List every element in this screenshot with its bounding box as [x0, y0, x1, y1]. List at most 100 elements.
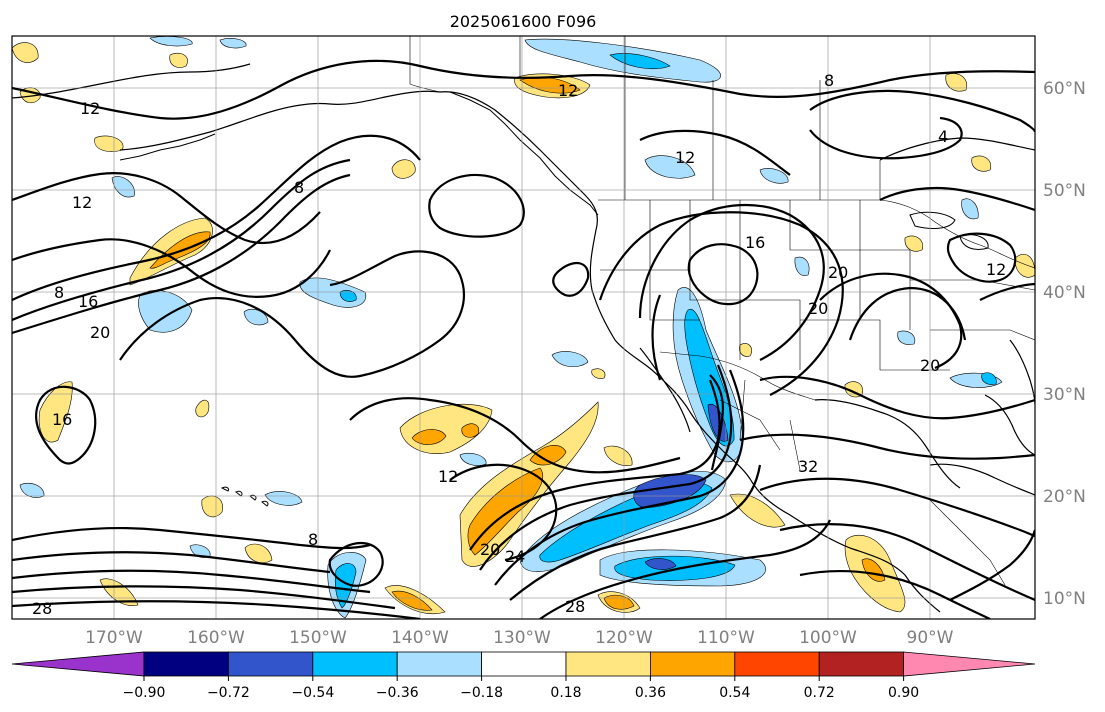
anomaly-patch-negative — [897, 330, 916, 345]
colorbar-label: 0.90 — [888, 685, 919, 701]
anomaly-patch-positive — [99, 578, 139, 606]
contour-line — [12, 172, 321, 245]
anomaly-patch-negative-36 — [684, 308, 735, 447]
anomaly-patch-negative-54 — [644, 558, 677, 570]
lon-label: 130°W — [493, 628, 551, 648]
lon-label: 150°W — [289, 628, 347, 648]
contour-line — [709, 374, 724, 471]
islands — [119, 91, 989, 507]
contour-line — [349, 397, 681, 474]
contour-line — [598, 211, 844, 396]
anomaly-patch-positive-36 — [603, 594, 635, 610]
contour-label: 12 — [558, 81, 578, 100]
contour-line — [12, 569, 371, 594]
colorbar-segment — [227, 651, 314, 677]
contour-label: 24 — [505, 547, 525, 566]
contour-label: 8 — [294, 178, 304, 197]
island-aleutians — [119, 133, 216, 161]
map-title: 2025061600 F096 — [450, 12, 597, 31]
colorbar-segment — [818, 651, 905, 677]
lat-label: 20°N — [1043, 487, 1086, 507]
contour-line — [651, 294, 662, 381]
colorbar — [11, 651, 1036, 677]
lon-label: 110°W — [697, 628, 755, 648]
anomaly-patch-negative — [794, 256, 810, 276]
island-alaska-panhandle — [449, 91, 599, 216]
lon-label: 90°W — [907, 628, 954, 648]
anomaly-patch-positive-36 — [411, 429, 447, 445]
anomaly-patch-negative-36 — [339, 290, 357, 302]
anomaly-patch-negative-36 — [981, 372, 997, 385]
contour-line — [12, 238, 331, 298]
border-state-7 — [800, 319, 950, 371]
contour-labels: 12 12 8 16 20 16 8 12 8 20 24 28 28 12 1… — [32, 71, 1006, 618]
colorbar-label: −0.36 — [376, 685, 419, 701]
contour-label: 8 — [308, 530, 318, 549]
contour-line — [469, 379, 721, 551]
coastline-north-america — [439, 91, 941, 613]
contour-label: 12 — [80, 99, 100, 118]
anomaly-patch-negative — [138, 290, 193, 333]
anomaly-patch-negative — [111, 176, 135, 198]
colorbar-segment — [565, 651, 651, 677]
anomaly-patch-positive — [244, 543, 273, 563]
contour-label: 28 — [565, 597, 585, 616]
anomaly-patch-negative — [551, 351, 589, 368]
colorbar-extend-high — [903, 651, 1036, 677]
anomaly-patch-positive — [945, 73, 968, 92]
contour-line — [552, 261, 590, 297]
map-panel: 12 12 8 16 20 16 8 12 8 20 24 28 28 12 1… — [11, 35, 1036, 620]
anomaly-patch-negative — [264, 491, 303, 506]
contour-line — [687, 243, 759, 306]
contour-line — [799, 570, 991, 619]
contour-line — [539, 519, 831, 619]
contour-line — [638, 203, 825, 361]
contour-label: 20 — [808, 299, 828, 318]
colorbar-label: 0.54 — [719, 685, 750, 701]
island-greatlakes — [909, 211, 989, 250]
contour-label: 12 — [438, 467, 458, 486]
colorbar-segment — [143, 651, 229, 677]
anomaly-patch-positive — [12, 42, 39, 63]
contour-line — [12, 158, 351, 322]
anomaly-patch-positive — [1014, 254, 1035, 278]
contour-line — [509, 464, 762, 601]
anomaly-patch-positive — [195, 399, 210, 418]
contour-line — [739, 433, 1035, 460]
border-state-9 — [930, 329, 1035, 341]
contour-line — [12, 59, 1035, 120]
colorbar-segment — [734, 651, 820, 677]
contour-label: 20 — [480, 540, 500, 559]
colorbar-ticks — [143, 676, 905, 681]
contour-label: 12 — [675, 148, 695, 167]
anomaly-patch-positive — [391, 159, 416, 179]
contour-label: 12 — [986, 260, 1006, 279]
colorbar-extend-low — [11, 651, 145, 677]
border-canada-us — [598, 199, 1035, 269]
coastline-alaska — [119, 90, 441, 151]
border-state-4 — [789, 200, 861, 320]
lat-label: 40°N — [1043, 283, 1086, 303]
contour-label: 8 — [54, 283, 64, 302]
contour-label: 20 — [920, 356, 940, 375]
contour-label: 12 — [72, 193, 92, 212]
colorbar-segment — [481, 651, 567, 677]
contour-label: 16 — [78, 292, 98, 311]
border-state-2 — [689, 200, 741, 360]
anomaly-patch-positive-36 — [529, 445, 567, 466]
anomaly-patch-positive — [591, 368, 606, 379]
contour-line — [119, 250, 465, 378]
border-state-3 — [739, 200, 801, 370]
colorbar-labels: −0.90 −0.72 −0.54 −0.36 −0.18 0.18 0.36 … — [123, 685, 920, 701]
colorbar-label: −0.90 — [123, 685, 166, 701]
anomaly-patch-negative — [759, 168, 789, 184]
contour-line — [949, 529, 1035, 601]
anomaly-patch-positive — [169, 52, 188, 68]
lat-label: 10°N — [1043, 589, 1086, 609]
contour-line — [12, 173, 351, 335]
coastline-florida — [984, 394, 1035, 456]
anomaly-patch-positive — [971, 155, 992, 172]
lat-label: 60°N — [1043, 79, 1086, 99]
contour-line — [809, 89, 1035, 133]
contour-line — [494, 369, 745, 586]
